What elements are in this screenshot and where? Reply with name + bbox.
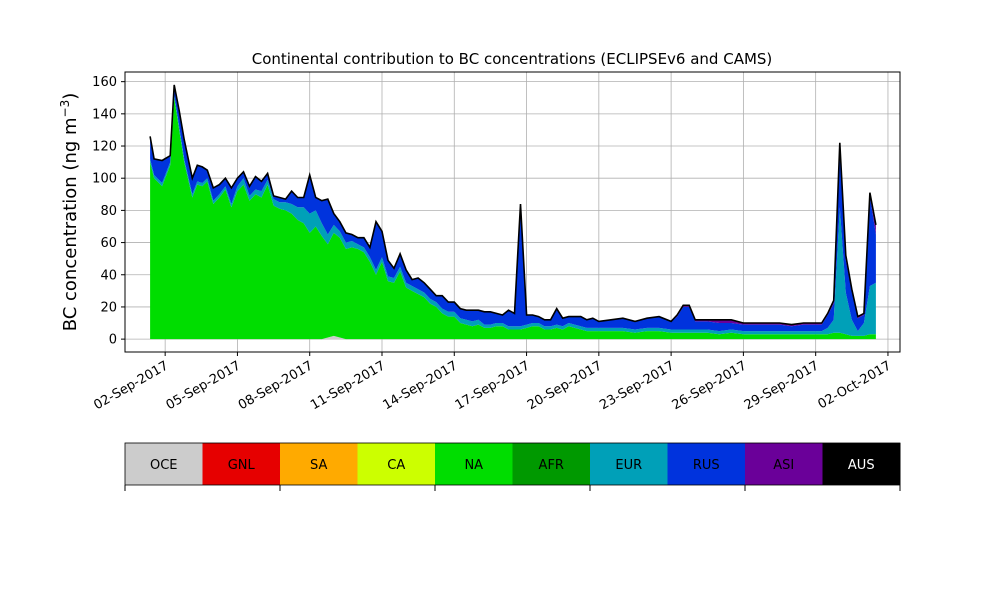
legend-item-sa: SA	[280, 443, 358, 485]
x-tick-label: 20-Sep-2017	[525, 358, 605, 413]
legend-label: RUS	[693, 458, 720, 473]
legend-label: AUS	[848, 458, 875, 473]
legend-label: AFR	[539, 458, 564, 473]
legend-swatch	[745, 443, 823, 485]
legend-swatch	[280, 443, 358, 485]
y-tick-label: 0	[109, 333, 117, 348]
legend-swatch	[125, 443, 203, 485]
x-tick-label: 02-Oct-2017	[816, 358, 894, 412]
y-tick-label: 120	[92, 140, 117, 155]
plot-frame	[124, 71, 901, 353]
legend-item-gnl: GNL	[202, 443, 281, 485]
legend-label: CA	[387, 458, 405, 473]
y-tick-label: 60	[100, 236, 117, 251]
y-tick-label: 100	[92, 172, 117, 187]
y-axis-label-text: BC concentration	[60, 176, 81, 331]
legend-item-asi: ASI	[745, 443, 823, 485]
legend-swatch	[822, 443, 901, 485]
legend-item-afr: AFR	[512, 443, 591, 485]
x-tick-label: 26-Sep-2017	[670, 358, 750, 413]
legend-swatch	[435, 443, 513, 485]
legend-swatch	[512, 443, 591, 485]
x-tick-label: 17-Sep-2017	[453, 358, 533, 413]
legend-swatch	[202, 443, 281, 485]
x-tick-label: 02-Sep-2017	[91, 358, 171, 413]
x-tick-label: 11-Sep-2017	[308, 358, 388, 413]
area-eur	[150, 94, 876, 336]
x-tick-label: 08-Sep-2017	[236, 358, 316, 413]
x-tick-label: 29-Sep-2017	[742, 358, 822, 413]
legend-item-na: NA	[435, 443, 513, 485]
legend-label: ASI	[773, 458, 794, 473]
legend-item-aus: AUS	[822, 443, 901, 485]
area-oce	[150, 335, 876, 340]
legend-swatch	[667, 443, 746, 485]
chart-title: Continental contribution to BC concentra…	[252, 50, 773, 68]
legend: OCE GNL SA CA NA AFR EUR RUS ASI AUS	[124, 442, 901, 491]
legend-label: GNL	[228, 458, 256, 473]
total-outline	[149, 84, 877, 326]
y-tick-label: 160	[92, 75, 117, 90]
x-tick-label: 23-Sep-2017	[597, 358, 677, 413]
x-tick-label: 05-Sep-2017	[164, 358, 244, 413]
y-axis-label-close: )	[60, 93, 81, 100]
area-series	[150, 84, 876, 340]
legend-item-oce: OCE	[125, 443, 203, 485]
y-tick-label: 80	[100, 204, 117, 219]
legend-item-eur: EUR	[590, 443, 668, 485]
y-tick-label: 20	[100, 300, 117, 315]
legend-label: NA	[464, 458, 483, 473]
y-tick-label: 140	[92, 107, 117, 122]
y-tick-label: 40	[100, 268, 117, 283]
y-axis-label-unit: (ng m	[60, 117, 81, 170]
y-axis-label-exponent: −3	[58, 100, 72, 118]
y-axis: 0 20 40 60 80 100 120 140 160	[92, 75, 125, 348]
legend-item-ca: CA	[357, 443, 436, 485]
legend-item-rus: RUS	[667, 443, 746, 485]
x-tick-label: 14-Sep-2017	[380, 358, 460, 413]
legend-label: OCE	[150, 458, 178, 473]
legend-frame	[124, 442, 901, 486]
legend-label: SA	[310, 458, 327, 473]
legend-swatch	[357, 443, 436, 485]
y-axis-label: BC concentration (ng m−3)	[58, 93, 81, 332]
area-na	[150, 97, 876, 340]
legend-swatch	[590, 443, 668, 485]
x-axis: 02-Sep-201705-Sep-201708-Sep-201711-Sep-…	[91, 352, 894, 413]
legend-label: EUR	[615, 458, 642, 473]
